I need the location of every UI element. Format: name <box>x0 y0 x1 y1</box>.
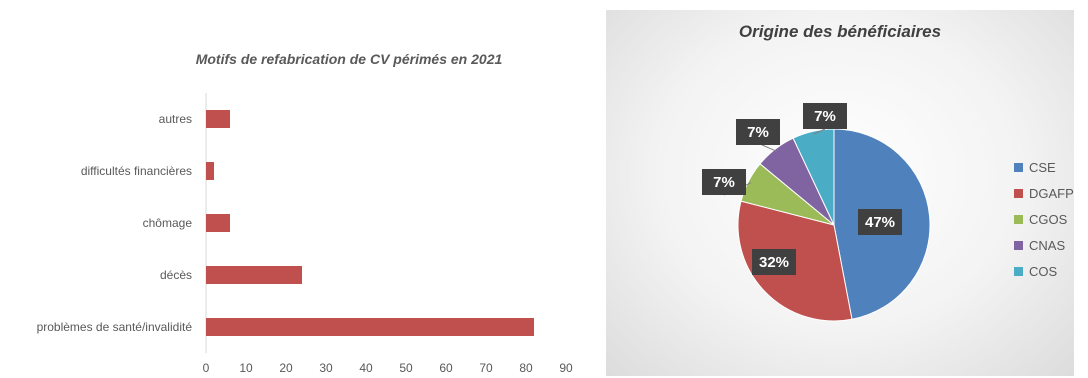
bar-chart-panel: Motifs de refabrication de CV périmés en… <box>36 51 573 375</box>
legend-swatch-cse <box>1014 163 1023 172</box>
x-tick-label: 70 <box>479 361 493 375</box>
slice-label: 7% <box>713 174 735 191</box>
x-tick-label: 20 <box>279 361 293 375</box>
pie-slice-cos <box>792 128 835 226</box>
slice-label: 7% <box>814 108 836 125</box>
bar-3 <box>206 266 302 284</box>
slice-label-box <box>736 119 780 145</box>
category-label: décès <box>160 268 192 282</box>
leader-line <box>813 128 826 135</box>
x-tick-label: 30 <box>319 361 333 375</box>
x-tick-label: 50 <box>399 361 413 375</box>
slice-label: 7% <box>747 124 769 141</box>
category-label: difficultés financières <box>81 164 192 178</box>
pie-chart-title: Origine des bénéficiaires <box>739 22 941 41</box>
pie-chart: Origine des bénéficiaires 47% 32% 7% 7% 7% CSE… <box>702 22 1074 322</box>
x-tick-label: 80 <box>519 361 533 375</box>
x-tick-label: 40 <box>359 361 373 375</box>
x-tick-label: 90 <box>559 361 573 375</box>
slice-label: 32% <box>759 254 789 271</box>
legend-label: DGAFP <box>1029 186 1074 201</box>
legend-swatch-dgafp <box>1014 189 1023 198</box>
category-label: chômage <box>143 216 193 230</box>
legend-swatch-cgos <box>1014 215 1023 224</box>
slice-label: 47% <box>865 214 895 231</box>
slice-label-box <box>858 209 902 235</box>
bar-4 <box>206 318 534 336</box>
x-tick-label: 10 <box>239 361 253 375</box>
bar-0 <box>206 110 230 128</box>
x-tick-label: 0 <box>203 361 210 375</box>
legend-label: CGOS <box>1029 212 1068 227</box>
legend-swatch-cnas <box>1014 241 1023 250</box>
slice-label-box <box>803 103 847 129</box>
legend-label: CNAS <box>1029 238 1065 253</box>
pie-chart-panel: Origine des bénéficiaires 47% 32% 7% 7% 7% CSE… <box>606 10 1074 376</box>
category-label: problèmes de santé/invalidité <box>37 320 193 334</box>
bar-chart-title: Motifs de refabrication de CV périmés en… <box>196 51 503 67</box>
leader-line <box>761 144 778 152</box>
bar-2 <box>206 214 230 232</box>
slice-label-box <box>702 169 746 195</box>
slice-label-box <box>752 249 796 275</box>
legend-swatch-cos <box>1014 267 1023 276</box>
bar-chart: Motifs de refabrication de CV périmés en… <box>37 51 573 375</box>
legend-label: CSE <box>1029 160 1056 175</box>
legend-label: COS <box>1029 264 1058 279</box>
bar-1 <box>206 162 214 180</box>
category-label: autres <box>159 112 192 126</box>
x-tick-label: 60 <box>439 361 453 375</box>
